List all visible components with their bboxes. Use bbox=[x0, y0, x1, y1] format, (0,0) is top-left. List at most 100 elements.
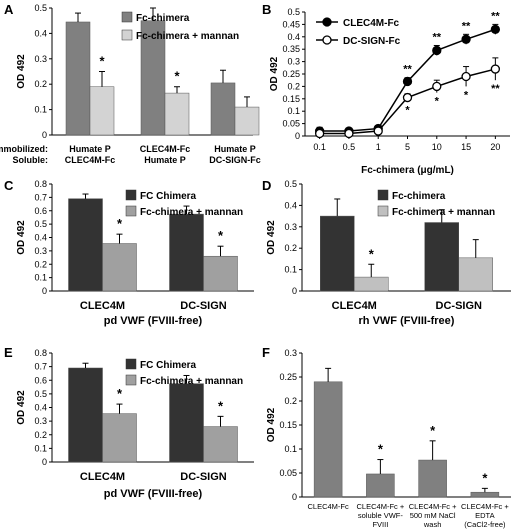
y-tick-label-D: 0.3 bbox=[284, 222, 297, 232]
y-tick-label-B: 0.4 bbox=[287, 32, 300, 42]
y-tick-label-C: 0.8 bbox=[34, 179, 47, 189]
bar-E bbox=[68, 367, 103, 463]
y-axis-title-D: OD 492 bbox=[266, 220, 277, 255]
category-label-immobilized: Humate P bbox=[69, 144, 111, 154]
legend-swatch-A bbox=[121, 29, 133, 41]
x-axis-title-E: pd VWF (FVIII-free) bbox=[104, 488, 203, 500]
category-label-F: CLEC4M-Fc bbox=[307, 502, 349, 511]
legend-label-B: CLEC4M-Fc bbox=[343, 18, 400, 29]
y-tick-label-F: 0.25 bbox=[279, 372, 297, 382]
y-tick-label-D: 0.1 bbox=[284, 265, 297, 275]
y-tick-label-A: 0.2 bbox=[34, 79, 47, 89]
y-tick-label-F: 0.2 bbox=[284, 396, 297, 406]
category-label-F: (CaCl2-free) bbox=[464, 520, 506, 529]
category-label-C: DC-SIGN bbox=[180, 300, 227, 312]
category-label-F: CLEC4M-Fc + bbox=[409, 502, 457, 511]
bar-F bbox=[366, 473, 395, 498]
panel-label-E: E bbox=[4, 345, 13, 360]
bar-D bbox=[458, 257, 493, 292]
panel-label-F: F bbox=[262, 345, 270, 360]
legend-swatch-D bbox=[377, 189, 389, 201]
legend-label-C: FC Chimera bbox=[140, 191, 197, 202]
significance-marker-B: ** bbox=[403, 64, 412, 76]
y-tick-label-F: 0.1 bbox=[284, 444, 297, 454]
bar-F bbox=[470, 491, 500, 498]
significance-marker-C: * bbox=[117, 216, 123, 231]
significance-marker-F: * bbox=[430, 423, 436, 438]
significance-marker-F: * bbox=[378, 442, 384, 457]
significance-marker-B: ** bbox=[491, 10, 500, 22]
category-label-D: CLEC4M bbox=[332, 300, 377, 312]
bar-D bbox=[320, 215, 355, 292]
y-tick-label-B: 0.45 bbox=[282, 19, 300, 29]
y-tick-label-C: 0.2 bbox=[34, 259, 47, 269]
bar-E bbox=[102, 413, 137, 463]
significance-marker-B: ** bbox=[491, 83, 500, 95]
significance-marker-B: ** bbox=[462, 20, 471, 32]
panel-label-D: D bbox=[262, 178, 271, 193]
category-label-F: EDTA bbox=[475, 511, 494, 520]
y-tick-label-E: 0.1 bbox=[34, 443, 47, 453]
legend-marker-B bbox=[322, 35, 332, 45]
y-tick-label-B: 0.35 bbox=[282, 44, 300, 54]
y-tick-label-E: 0.2 bbox=[34, 430, 47, 440]
x-axis-title-D: rh VWF (FVIII-free) bbox=[359, 315, 455, 327]
data-point-B bbox=[402, 76, 413, 87]
legend-label-D: Fc-chimera + mannan bbox=[392, 207, 495, 218]
y-tick-label-F: 0.15 bbox=[279, 420, 297, 430]
y-tick-label-C: 0.3 bbox=[34, 246, 47, 256]
x-tick-label-B: 20 bbox=[490, 142, 500, 152]
y-tick-label-B: 0.5 bbox=[287, 7, 300, 17]
y-tick-label-E: 0.6 bbox=[34, 375, 47, 385]
category-label-F: FVIII bbox=[372, 520, 388, 529]
y-tick-label-D: 0.5 bbox=[284, 179, 297, 189]
legend-label-E: FC Chimera bbox=[140, 360, 197, 371]
y-tick-label-E: 0.4 bbox=[34, 403, 47, 413]
legend-label-E: Fc-chimera + mannan bbox=[140, 376, 243, 387]
legend-swatch-C bbox=[125, 189, 137, 201]
category-label-soluble: CLEC4M-Fc bbox=[65, 155, 116, 165]
y-axis-title-C: OD 492 bbox=[16, 220, 27, 255]
data-point-B bbox=[402, 92, 413, 103]
data-point-B bbox=[490, 24, 501, 35]
panel-label-C: C bbox=[4, 178, 14, 193]
legend-swatch-E bbox=[125, 374, 137, 386]
y-axis-title-A: OD 492 bbox=[16, 54, 27, 89]
bar-C bbox=[102, 243, 137, 292]
bar-A bbox=[234, 106, 260, 136]
y-tick-label-A: 0.5 bbox=[34, 3, 47, 13]
significance-marker-C: * bbox=[218, 228, 224, 243]
x-axis-title-C: pd VWF (FVIII-free) bbox=[104, 315, 203, 327]
y-tick-label-F: 0 bbox=[292, 492, 297, 502]
bar-E bbox=[203, 426, 238, 463]
legend-label-A: Fc-chimera bbox=[136, 13, 190, 24]
data-point-B bbox=[314, 128, 325, 139]
significance-marker-B: * bbox=[435, 96, 440, 108]
panel-label-B: B bbox=[262, 2, 271, 17]
x-axis-title-B: Fc-chimera (μg/mL) bbox=[361, 165, 454, 176]
y-tick-label-A: 0 bbox=[42, 130, 47, 140]
data-point-B bbox=[344, 128, 354, 139]
y-tick-label-B: 0 bbox=[295, 131, 300, 141]
y-tick-label-E: 0.3 bbox=[34, 416, 47, 426]
bar-A bbox=[140, 20, 166, 136]
y-tick-label-B: 0.1 bbox=[287, 106, 300, 116]
y-tick-label-E: 0 bbox=[42, 457, 47, 467]
y-tick-label-B: 0.25 bbox=[282, 69, 300, 79]
category-label-immobilized: Humate P bbox=[214, 144, 256, 154]
y-tick-label-A: 0.3 bbox=[34, 54, 47, 64]
significance-marker-E: * bbox=[218, 398, 224, 413]
significance-marker-B: * bbox=[405, 104, 410, 116]
bar-A bbox=[210, 82, 236, 136]
x-tick-label-B: 1 bbox=[376, 142, 381, 152]
y-tick-label-E: 0.8 bbox=[34, 348, 47, 358]
y-tick-label-E: 0.7 bbox=[34, 362, 47, 372]
category-label-F: CLEC4M-Fc + bbox=[357, 502, 405, 511]
y-tick-label-A: 0.4 bbox=[34, 28, 47, 38]
y-tick-label-D: 0.4 bbox=[284, 200, 297, 210]
row-label-immobilized: Immobilized: bbox=[0, 144, 48, 154]
bar-A bbox=[164, 92, 190, 136]
significance-marker-D: * bbox=[369, 246, 375, 261]
y-tick-label-C: 0.7 bbox=[34, 192, 47, 202]
